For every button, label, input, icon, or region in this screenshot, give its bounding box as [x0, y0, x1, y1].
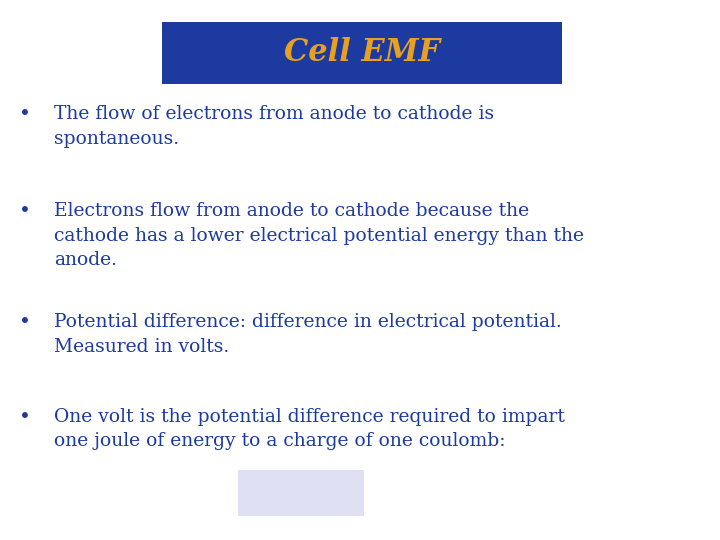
Text: •: •: [19, 408, 31, 427]
Text: •: •: [19, 313, 31, 332]
FancyBboxPatch shape: [162, 22, 562, 84]
Text: •: •: [19, 202, 31, 221]
Text: The flow of electrons from anode to cathode is
spontaneous.: The flow of electrons from anode to cath…: [54, 105, 494, 147]
Text: One volt is the potential difference required to impart
one joule of energy to a: One volt is the potential difference req…: [54, 408, 565, 450]
Text: Electrons flow from anode to cathode because the
cathode has a lower electrical : Electrons flow from anode to cathode bec…: [54, 202, 584, 269]
Text: Potential difference: difference in electrical potential.
Measured in volts.: Potential difference: difference in elec…: [54, 313, 562, 355]
FancyBboxPatch shape: [238, 470, 364, 516]
Text: •: •: [19, 105, 31, 124]
Text: Cell EMF: Cell EMF: [284, 37, 440, 68]
